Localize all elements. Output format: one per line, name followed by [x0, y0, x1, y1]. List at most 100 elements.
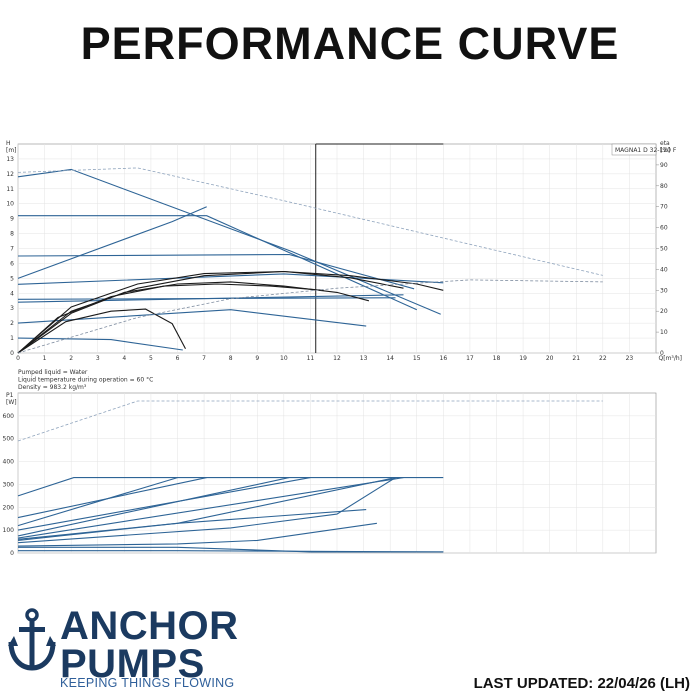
y-tick-label: 3: [10, 305, 14, 312]
eta-tick-label: 0: [660, 350, 664, 357]
brand-name-line1: ANCHOR: [60, 604, 239, 648]
y-tick-label: 13: [6, 156, 14, 163]
head-curve: [17, 294, 404, 303]
head-curve: [17, 337, 183, 351]
eta-tick-label: 80: [660, 183, 668, 190]
power-axis-unit: [W]: [6, 399, 17, 406]
eta-tick-label: 90: [660, 162, 668, 169]
eta-tick-label: 40: [660, 266, 668, 273]
x-tick-label: 13: [360, 355, 368, 362]
chart-note: Liquid temperature during operation = 60…: [18, 377, 153, 384]
eta-tick-label: 10: [660, 329, 668, 336]
head-curve: [18, 215, 418, 311]
head-curve: [17, 253, 415, 290]
y-tick-label: 0: [10, 350, 14, 357]
power-tick-label: 300: [3, 481, 15, 488]
eta-tick-label: 50: [660, 246, 668, 253]
eta-curve: [17, 283, 324, 354]
x-tick-label: 19: [519, 355, 527, 362]
power_max-curve: [17, 400, 603, 442]
power-tick-label: 500: [3, 436, 15, 443]
y-axis-label: H: [6, 140, 11, 147]
x-tick-label: 5: [149, 355, 153, 362]
head-curve: [17, 309, 367, 327]
power-tick-label: 400: [3, 459, 15, 466]
y-tick-label: 9: [10, 216, 14, 223]
power-curve: [17, 509, 367, 541]
last-updated-label: LAST UPDATED: 22/04/26 (LH): [473, 675, 690, 692]
power-curve: [17, 477, 404, 539]
x-tick-label: 12: [333, 355, 341, 362]
chart-note: Pumped liquid = Water: [18, 369, 88, 376]
x-tick-label: 17: [466, 355, 474, 362]
eta-curve: [17, 270, 404, 354]
x-tick-label: 2: [69, 355, 73, 362]
y-tick-label: 10: [6, 201, 14, 208]
power-tick-label: 600: [3, 413, 15, 420]
brand-name-line2: PUMPS: [60, 642, 205, 686]
x-tick-label: 18: [493, 355, 501, 362]
x-tick-label: 6: [176, 355, 180, 362]
eta-tick-label: 60: [660, 225, 668, 232]
head-curve: [17, 273, 444, 285]
chart-note: Density = 983.2 kg/m³: [18, 384, 87, 391]
x-tick-label: 8: [229, 355, 233, 362]
x-axis-label: Q[m³/h]: [659, 355, 682, 362]
x-tick-label: 3: [96, 355, 100, 362]
y-tick-label: 2: [10, 320, 14, 327]
eta-tick-label: 30: [660, 287, 668, 294]
y-tick-label: 6: [10, 260, 14, 267]
x-tick-label: 11: [307, 355, 315, 362]
eta-curve: [17, 308, 186, 354]
power-tick-label: 0: [10, 550, 14, 557]
power-axis-label: P1: [6, 392, 14, 399]
power-curve: [18, 550, 444, 553]
x-tick-label: 1: [43, 355, 47, 362]
y-tick-label: 1: [10, 335, 14, 342]
x-tick-label: 16: [440, 355, 448, 362]
power-chart-panel: 0 100 200 300 400 500 600 P1[W]: [3, 392, 657, 557]
eta_envelope-curve: [17, 279, 603, 354]
eta-tick-label: 20: [660, 308, 668, 315]
x-tick-label: 21: [572, 355, 580, 362]
x-tick-label: 22: [599, 355, 607, 362]
brand-logo: ANCHOR PUMPS KEEPING THINGS FLOWING: [8, 606, 258, 692]
x-tick-label: 4: [122, 355, 126, 362]
anchor-icon: [8, 608, 56, 671]
model-label: MAGNA1 D 32-120 F: [615, 147, 677, 154]
x-tick-label: 14: [386, 355, 394, 362]
y-tick-label: 11: [6, 186, 14, 193]
power-tick-label: 100: [3, 527, 15, 534]
model-label-box: [611, 143, 657, 156]
x-tick-label: 15: [413, 355, 421, 362]
y2-axis-label: eta: [660, 140, 670, 147]
performance-chart: 0 1 2 3 4 5 6 7 8 9 10 11 12 13 14 15 16 17 18 19 20 21 22 2301…: [3, 140, 682, 557]
power-curve: [17, 477, 396, 544]
y-tick-label: 7: [10, 246, 14, 253]
y-tick-label: 4: [10, 290, 14, 297]
eta-curve: [17, 281, 370, 354]
x-tick-label: 10: [280, 355, 288, 362]
x-tick-label: 20: [546, 355, 554, 362]
power-curve: [17, 477, 311, 531]
power-curve: [17, 477, 290, 537]
power-curve: [17, 477, 178, 527]
page-title: PERFORMANCE CURVE: [80, 18, 620, 69]
y-tick-label: 8: [10, 231, 14, 238]
power-curve: [17, 477, 444, 497]
x-tick-label: 0: [16, 355, 20, 362]
power-tick-label: 200: [3, 504, 15, 511]
y-tick-label: 12: [6, 171, 14, 178]
y-tick-label: 5: [10, 275, 14, 282]
head-chart-panel: 0 1 2 3 4 5 6 7 8 9 10 11 12 13 14 15 16 17 18 19 20 21 22 2301…: [6, 140, 682, 391]
head-curve: [17, 168, 441, 315]
x-tick-label: 9: [255, 355, 259, 362]
brand-tagline: KEEPING THINGS FLOWING: [60, 676, 235, 690]
x-tick-label: 7: [202, 355, 206, 362]
y2-axis-unit: [%]: [660, 147, 670, 154]
x-tick-label: 23: [626, 355, 634, 362]
power-curve: [17, 522, 377, 547]
eta-tick-label: 70: [660, 204, 668, 211]
y-axis-unit: [m]: [6, 147, 17, 154]
head-curve: [17, 206, 207, 279]
